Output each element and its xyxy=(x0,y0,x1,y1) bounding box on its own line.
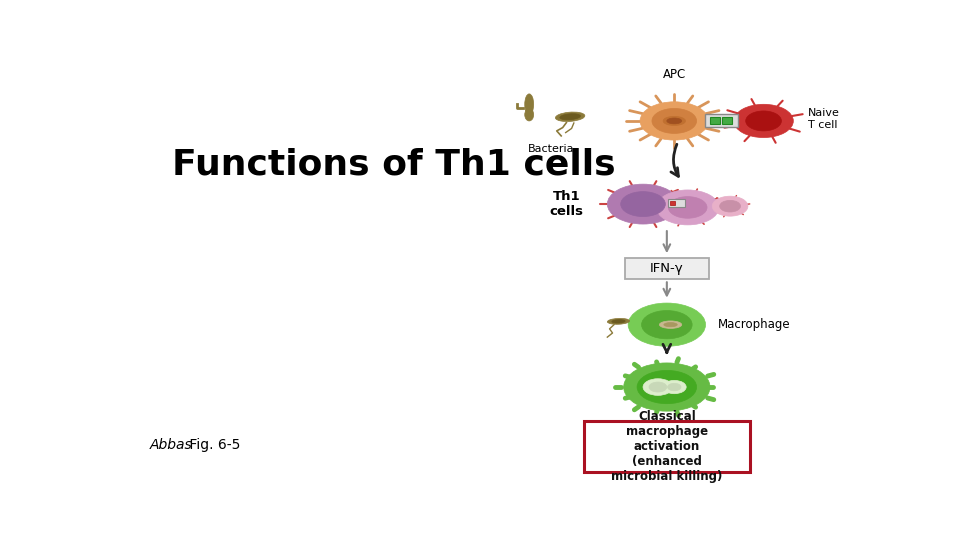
Circle shape xyxy=(621,192,665,217)
Circle shape xyxy=(628,303,706,346)
Ellipse shape xyxy=(664,322,677,327)
Ellipse shape xyxy=(560,114,581,120)
Ellipse shape xyxy=(556,112,585,122)
Circle shape xyxy=(667,383,681,391)
Text: Macrophage: Macrophage xyxy=(717,318,790,331)
FancyBboxPatch shape xyxy=(705,114,737,127)
Circle shape xyxy=(733,104,793,138)
Circle shape xyxy=(649,382,667,392)
Bar xyxy=(710,117,720,124)
Ellipse shape xyxy=(663,116,685,125)
FancyBboxPatch shape xyxy=(667,199,685,207)
Circle shape xyxy=(657,190,719,225)
Ellipse shape xyxy=(612,320,625,323)
Bar xyxy=(670,201,675,205)
Text: Naive
T cell: Naive T cell xyxy=(808,108,840,130)
Ellipse shape xyxy=(608,319,630,325)
Text: Classical
macrophage
activation
(enhanced
microbial killing): Classical macrophage activation (enhance… xyxy=(612,410,723,483)
Circle shape xyxy=(652,109,697,133)
Text: Fig. 6-5: Fig. 6-5 xyxy=(185,438,241,453)
Text: Abbas: Abbas xyxy=(150,438,193,453)
Text: Th1
cells: Th1 cells xyxy=(549,190,584,218)
Circle shape xyxy=(668,197,707,218)
Circle shape xyxy=(637,370,697,404)
Circle shape xyxy=(640,102,708,140)
FancyBboxPatch shape xyxy=(584,421,750,472)
Ellipse shape xyxy=(667,118,682,124)
Ellipse shape xyxy=(525,109,534,121)
Circle shape xyxy=(608,184,679,224)
Ellipse shape xyxy=(660,321,682,328)
FancyBboxPatch shape xyxy=(625,258,708,279)
Text: IFN-γ: IFN-γ xyxy=(650,262,684,275)
Circle shape xyxy=(624,363,710,411)
Text: APC: APC xyxy=(662,69,685,82)
Bar xyxy=(722,117,732,124)
Text: Bacteria: Bacteria xyxy=(528,144,575,154)
Ellipse shape xyxy=(525,94,534,114)
Circle shape xyxy=(720,200,740,212)
Text: Functions of Th1 cells: Functions of Th1 cells xyxy=(172,147,615,181)
Circle shape xyxy=(746,111,781,131)
Circle shape xyxy=(641,310,692,339)
Circle shape xyxy=(643,379,673,395)
Circle shape xyxy=(662,380,686,394)
Circle shape xyxy=(712,196,748,216)
